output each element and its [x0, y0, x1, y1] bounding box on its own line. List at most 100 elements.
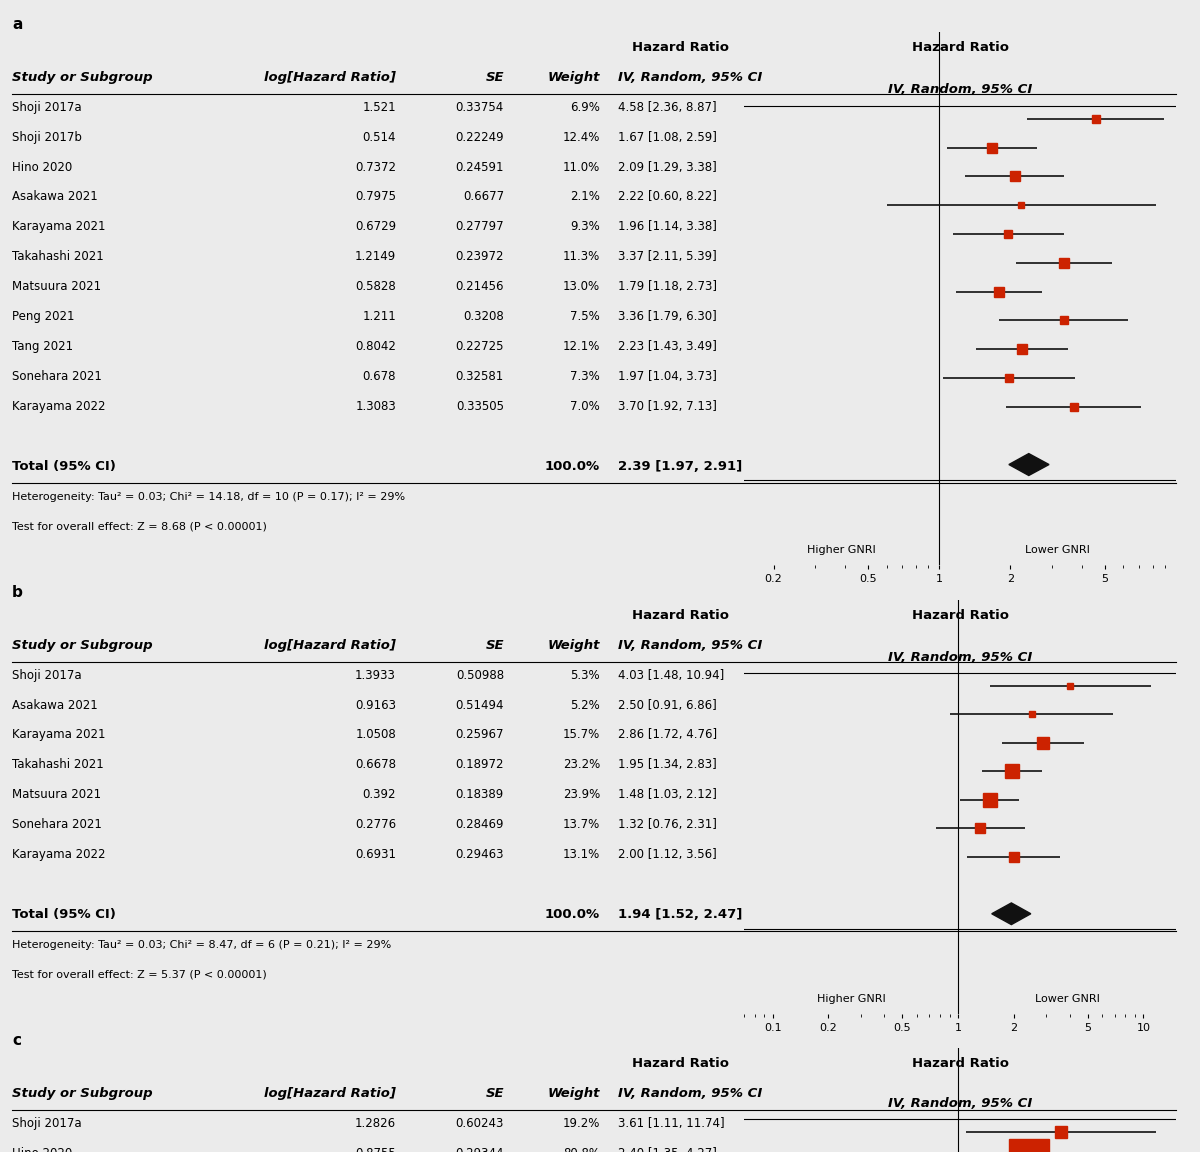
Text: 80.8%: 80.8%	[563, 1146, 600, 1152]
Text: Karayama 2021: Karayama 2021	[12, 728, 106, 742]
Text: 13.0%: 13.0%	[563, 280, 600, 294]
Text: 0.32581: 0.32581	[456, 370, 504, 384]
Text: Weight: Weight	[547, 1086, 600, 1100]
Text: SE: SE	[486, 1086, 504, 1100]
Text: Study or Subgroup: Study or Subgroup	[12, 638, 152, 652]
Text: 4.03 [1.48, 10.94]: 4.03 [1.48, 10.94]	[618, 668, 725, 682]
Text: Test for overall effect: Z = 8.68 (P < 0.00001): Test for overall effect: Z = 8.68 (P < 0…	[12, 522, 266, 531]
Text: 0.5828: 0.5828	[355, 280, 396, 294]
Text: Heterogeneity: Tau² = 0.03; Chi² = 8.47, df = 6 (P = 0.21); I² = 29%: Heterogeneity: Tau² = 0.03; Chi² = 8.47,…	[12, 940, 391, 949]
Text: Matsuura 2021: Matsuura 2021	[12, 280, 101, 294]
Text: 0.22249: 0.22249	[455, 130, 504, 144]
Text: 3.37 [2.11, 5.39]: 3.37 [2.11, 5.39]	[618, 250, 716, 264]
Text: 11.0%: 11.0%	[563, 160, 600, 174]
Text: 0.6931: 0.6931	[355, 848, 396, 862]
Text: Lower GNRI: Lower GNRI	[1025, 545, 1090, 555]
Text: Higher GNRI: Higher GNRI	[817, 993, 886, 1003]
Text: Sonehara 2021: Sonehara 2021	[12, 818, 102, 832]
Text: Sonehara 2021: Sonehara 2021	[12, 370, 102, 384]
Text: 0.29344: 0.29344	[456, 1146, 504, 1152]
Text: log[Hazard Ratio]: log[Hazard Ratio]	[264, 1086, 396, 1100]
Text: 1.97 [1.04, 3.73]: 1.97 [1.04, 3.73]	[618, 370, 716, 384]
Text: 1.94 [1.52, 2.47]: 1.94 [1.52, 2.47]	[618, 908, 743, 922]
Text: 1.79 [1.18, 2.73]: 1.79 [1.18, 2.73]	[618, 280, 718, 294]
Text: 0.23972: 0.23972	[456, 250, 504, 264]
Text: Tang 2021: Tang 2021	[12, 340, 73, 354]
Text: 0.8042: 0.8042	[355, 340, 396, 354]
Text: 0.29463: 0.29463	[456, 848, 504, 862]
Text: Shoji 2017a: Shoji 2017a	[12, 1116, 82, 1130]
Text: 1.521: 1.521	[362, 100, 396, 114]
Text: Karayama 2021: Karayama 2021	[12, 220, 106, 234]
Text: Study or Subgroup: Study or Subgroup	[12, 1086, 152, 1100]
Text: 0.51494: 0.51494	[456, 698, 504, 712]
Text: Peng 2021: Peng 2021	[12, 310, 74, 324]
Text: 3.36 [1.79, 6.30]: 3.36 [1.79, 6.30]	[618, 310, 716, 324]
Text: 1.96 [1.14, 3.38]: 1.96 [1.14, 3.38]	[618, 220, 716, 234]
Text: 1.48 [1.03, 2.12]: 1.48 [1.03, 2.12]	[618, 788, 716, 802]
Text: 0.18972: 0.18972	[456, 758, 504, 772]
Text: IV, Random, 95% CI: IV, Random, 95% CI	[618, 70, 762, 84]
Text: 12.4%: 12.4%	[563, 130, 600, 144]
Text: 5.3%: 5.3%	[570, 668, 600, 682]
Text: 0.27797: 0.27797	[455, 220, 504, 234]
Text: 0.6729: 0.6729	[355, 220, 396, 234]
Text: 100.0%: 100.0%	[545, 908, 600, 922]
Text: IV, Random, 95% CI: IV, Random, 95% CI	[888, 83, 1032, 97]
Text: Test for overall effect: Z = 5.37 (P < 0.00001): Test for overall effect: Z = 5.37 (P < 0…	[12, 970, 266, 979]
Text: 7.3%: 7.3%	[570, 370, 600, 384]
Text: 23.9%: 23.9%	[563, 788, 600, 802]
Text: Hazard Ratio: Hazard Ratio	[632, 608, 730, 622]
Text: log[Hazard Ratio]: log[Hazard Ratio]	[264, 638, 396, 652]
Text: 2.1%: 2.1%	[570, 190, 600, 204]
Text: 1.3933: 1.3933	[355, 668, 396, 682]
Text: Karayama 2022: Karayama 2022	[12, 848, 106, 862]
Text: Shoji 2017a: Shoji 2017a	[12, 668, 82, 682]
Text: 1.211: 1.211	[362, 310, 396, 324]
Text: Weight: Weight	[547, 638, 600, 652]
Text: 0.392: 0.392	[362, 788, 396, 802]
Text: Shoji 2017a: Shoji 2017a	[12, 100, 82, 114]
Text: SE: SE	[486, 638, 504, 652]
Text: 2.50 [0.91, 6.86]: 2.50 [0.91, 6.86]	[618, 698, 716, 712]
Text: Heterogeneity: Tau² = 0.03; Chi² = 14.18, df = 10 (P = 0.17); I² = 29%: Heterogeneity: Tau² = 0.03; Chi² = 14.18…	[12, 492, 406, 501]
Text: 2.23 [1.43, 3.49]: 2.23 [1.43, 3.49]	[618, 340, 716, 354]
Text: Hino 2020: Hino 2020	[12, 1146, 72, 1152]
Text: log[Hazard Ratio]: log[Hazard Ratio]	[264, 70, 396, 84]
Text: 12.1%: 12.1%	[563, 340, 600, 354]
Text: 0.18389: 0.18389	[456, 788, 504, 802]
Text: 13.7%: 13.7%	[563, 818, 600, 832]
Text: 0.25967: 0.25967	[456, 728, 504, 742]
Text: 0.678: 0.678	[362, 370, 396, 384]
Text: 2.22 [0.60, 8.22]: 2.22 [0.60, 8.22]	[618, 190, 716, 204]
Text: Hazard Ratio: Hazard Ratio	[912, 608, 1008, 622]
Text: 3.61 [1.11, 11.74]: 3.61 [1.11, 11.74]	[618, 1116, 725, 1130]
Text: 0.33754: 0.33754	[456, 100, 504, 114]
Text: SE: SE	[486, 70, 504, 84]
Text: Takahashi 2021: Takahashi 2021	[12, 250, 103, 264]
Text: 15.7%: 15.7%	[563, 728, 600, 742]
Text: 7.5%: 7.5%	[570, 310, 600, 324]
Text: 1.0508: 1.0508	[355, 728, 396, 742]
Text: 2.39 [1.97, 2.91]: 2.39 [1.97, 2.91]	[618, 460, 743, 473]
Text: 7.0%: 7.0%	[570, 400, 600, 414]
Text: Lower GNRI: Lower GNRI	[1034, 993, 1099, 1003]
Text: Study or Subgroup: Study or Subgroup	[12, 70, 152, 84]
Text: Weight: Weight	[547, 70, 600, 84]
Text: 19.2%: 19.2%	[563, 1116, 600, 1130]
Text: Takahashi 2021: Takahashi 2021	[12, 758, 103, 772]
Text: IV, Random, 95% CI: IV, Random, 95% CI	[618, 1086, 762, 1100]
Text: 3.70 [1.92, 7.13]: 3.70 [1.92, 7.13]	[618, 400, 716, 414]
Text: 0.50988: 0.50988	[456, 668, 504, 682]
Text: 0.3208: 0.3208	[463, 310, 504, 324]
Text: 0.6678: 0.6678	[355, 758, 396, 772]
Text: 2.40 [1.35, 4.27]: 2.40 [1.35, 4.27]	[618, 1146, 716, 1152]
Text: 9.3%: 9.3%	[570, 220, 600, 234]
Text: 0.6677: 0.6677	[463, 190, 504, 204]
Text: 0.22725: 0.22725	[456, 340, 504, 354]
Text: 2.86 [1.72, 4.76]: 2.86 [1.72, 4.76]	[618, 728, 718, 742]
Text: 4.58 [2.36, 8.87]: 4.58 [2.36, 8.87]	[618, 100, 716, 114]
Text: IV, Random, 95% CI: IV, Random, 95% CI	[888, 651, 1032, 664]
Text: IV, Random, 95% CI: IV, Random, 95% CI	[618, 638, 762, 652]
Text: Asakawa 2021: Asakawa 2021	[12, 190, 97, 204]
